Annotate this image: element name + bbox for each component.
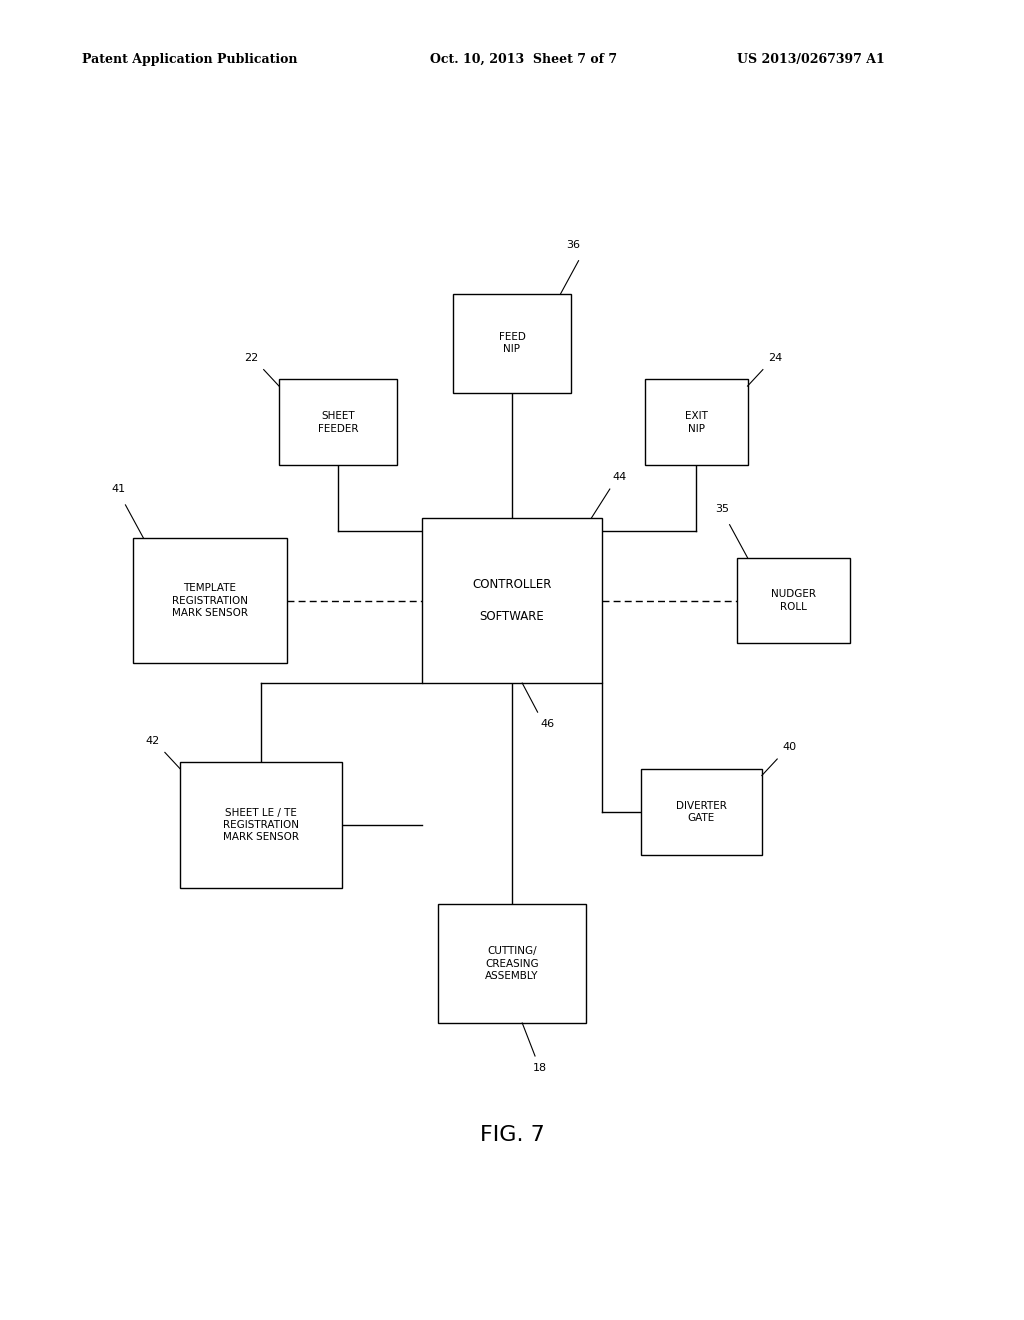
Text: 18: 18	[534, 1063, 547, 1073]
Text: 41: 41	[112, 484, 126, 494]
Text: Patent Application Publication: Patent Application Publication	[82, 53, 297, 66]
Text: Oct. 10, 2013  Sheet 7 of 7: Oct. 10, 2013 Sheet 7 of 7	[430, 53, 617, 66]
Text: FIG. 7: FIG. 7	[479, 1125, 545, 1146]
FancyBboxPatch shape	[133, 539, 287, 663]
Text: 42: 42	[145, 735, 160, 746]
Text: 46: 46	[541, 718, 555, 729]
FancyBboxPatch shape	[453, 294, 571, 393]
FancyBboxPatch shape	[422, 517, 601, 682]
Text: SHEET LE / TE
REGISTRATION
MARK SENSOR: SHEET LE / TE REGISTRATION MARK SENSOR	[223, 808, 299, 842]
Text: TEMPLATE
REGISTRATION
MARK SENSOR: TEMPLATE REGISTRATION MARK SENSOR	[172, 583, 248, 618]
Text: 24: 24	[768, 352, 782, 363]
Text: US 2013/0267397 A1: US 2013/0267397 A1	[737, 53, 885, 66]
Text: 36: 36	[566, 240, 581, 251]
Text: FEED
NIP: FEED NIP	[499, 333, 525, 354]
Text: 22: 22	[245, 352, 258, 363]
Text: SHEET
FEEDER: SHEET FEEDER	[317, 412, 358, 433]
Text: 44: 44	[612, 473, 627, 482]
FancyBboxPatch shape	[180, 763, 342, 887]
FancyBboxPatch shape	[645, 379, 748, 465]
FancyBboxPatch shape	[279, 379, 397, 465]
FancyBboxPatch shape	[737, 557, 850, 643]
Text: NUDGER
ROLL: NUDGER ROLL	[771, 590, 816, 611]
Text: 40: 40	[782, 742, 797, 752]
FancyBboxPatch shape	[641, 768, 762, 855]
Text: DIVERTER
GATE: DIVERTER GATE	[676, 801, 727, 822]
Text: 35: 35	[716, 504, 729, 513]
Text: CONTROLLER

SOFTWARE: CONTROLLER SOFTWARE	[472, 578, 552, 623]
FancyBboxPatch shape	[438, 904, 586, 1023]
Text: EXIT
NIP: EXIT NIP	[685, 412, 708, 433]
Text: CUTTING/
CREASING
ASSEMBLY: CUTTING/ CREASING ASSEMBLY	[485, 946, 539, 981]
